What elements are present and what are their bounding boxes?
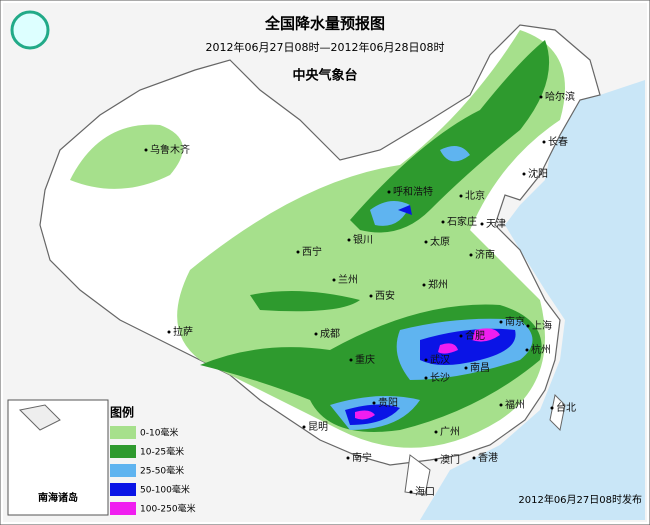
city-label: 银川 [353,233,373,246]
city-label: 长春 [548,136,568,148]
city-label: 拉萨 [173,325,193,338]
city-label: 济南 [475,248,495,261]
legend-swatch [110,483,136,496]
city-dot [522,172,526,176]
city-dot [550,406,554,410]
city-dot [347,238,351,242]
city-label: 哈尔滨 [545,90,575,103]
city-dot [167,330,171,334]
city-label: 兰州 [338,273,358,286]
city-label: 武汉 [430,353,450,366]
sea [420,80,645,520]
city-dot [499,320,503,324]
city-label: 长沙 [430,372,450,384]
city-label: 北京 [465,189,485,202]
city-dot [296,250,300,254]
city-dot [424,240,428,244]
city-label: 澳门 [440,453,460,466]
city-label: 沈阳 [528,167,548,180]
rain-area [70,124,183,189]
city-dot [424,376,428,380]
city-dot [369,294,373,298]
legend: 0-10毫米 10-25毫米 25-50毫米 50-100毫米 100-250毫米 [110,426,196,515]
legend-label: 50-100毫米 [140,484,190,496]
city-label: 合肥 [465,329,485,342]
legend-swatch [110,502,136,515]
city-label: 乌鲁木齐 [150,143,190,156]
city-label: 海口 [415,485,435,498]
city-label: 太原 [430,235,450,248]
legend-swatch [110,445,136,458]
city-dot [332,278,336,282]
city-label: 香港 [478,452,498,464]
city-label: 南昌 [470,361,490,374]
logo [10,10,50,50]
city-label: 昆明 [308,421,328,433]
inset-label: 南海诸岛 [38,491,78,504]
precip [70,30,565,448]
city-dot [346,456,350,460]
city-dot [480,222,484,226]
city-dot [441,220,445,224]
city-label: 郑州 [428,278,448,291]
city-label: 石家庄 [447,215,477,228]
city-dot [539,95,543,99]
city-dot [469,253,473,257]
city-dot [459,334,463,338]
city-label: 天津 [486,218,506,230]
city-dot [434,458,438,462]
city-label: 贵阳 [378,396,398,409]
taiwan [549,393,566,432]
legend-label: 10-25毫米 [140,446,184,458]
legend-label: 0-10毫米 [140,427,178,439]
city-dot [314,332,318,336]
inset-land [18,404,61,431]
hainan [404,454,431,496]
city-dot [409,490,413,494]
city-label: 南京 [505,315,525,328]
city-dot [526,324,530,328]
city-dot [459,194,463,198]
city-dot [302,425,306,429]
city-dot [424,358,428,362]
rain-area [355,328,500,420]
city-dot [434,430,438,434]
city-label: 西宁 [302,245,322,258]
city-label: 台北 [556,401,576,414]
legend-label: 100-250毫米 [140,503,196,515]
city-dot [372,401,376,405]
legend-title: 图例 [110,405,134,420]
city-label: 福州 [505,398,525,411]
subtitle: 2012年06月27日08时—2012年06月28日08时 [206,40,445,54]
city-label: 重庆 [355,353,375,366]
legend-label: 25-50毫米 [140,465,184,477]
legend-swatch [110,464,136,477]
agency: 中央气象台 [292,68,357,84]
city-dot [464,366,468,370]
city-dot [542,140,546,144]
city-dot [349,358,353,362]
title: 全国降水量预报图 [264,15,385,33]
release: 2012年06月27日08时发布 [518,493,642,506]
city-dot [144,148,148,152]
city-dot [422,283,426,287]
city-label: 呼和浩特 [393,186,433,198]
city-dot [387,190,391,194]
city-label: 西安 [375,289,395,302]
city-dot [472,456,476,460]
city-dot [499,403,503,407]
city-label: 上海 [532,319,552,332]
city-label: 杭州 [531,343,551,356]
city-label: 南宁 [352,451,372,464]
city-label: 广州 [440,426,460,438]
city-label: 成都 [320,328,340,340]
city-dot [525,348,529,352]
legend-swatch [110,426,136,439]
